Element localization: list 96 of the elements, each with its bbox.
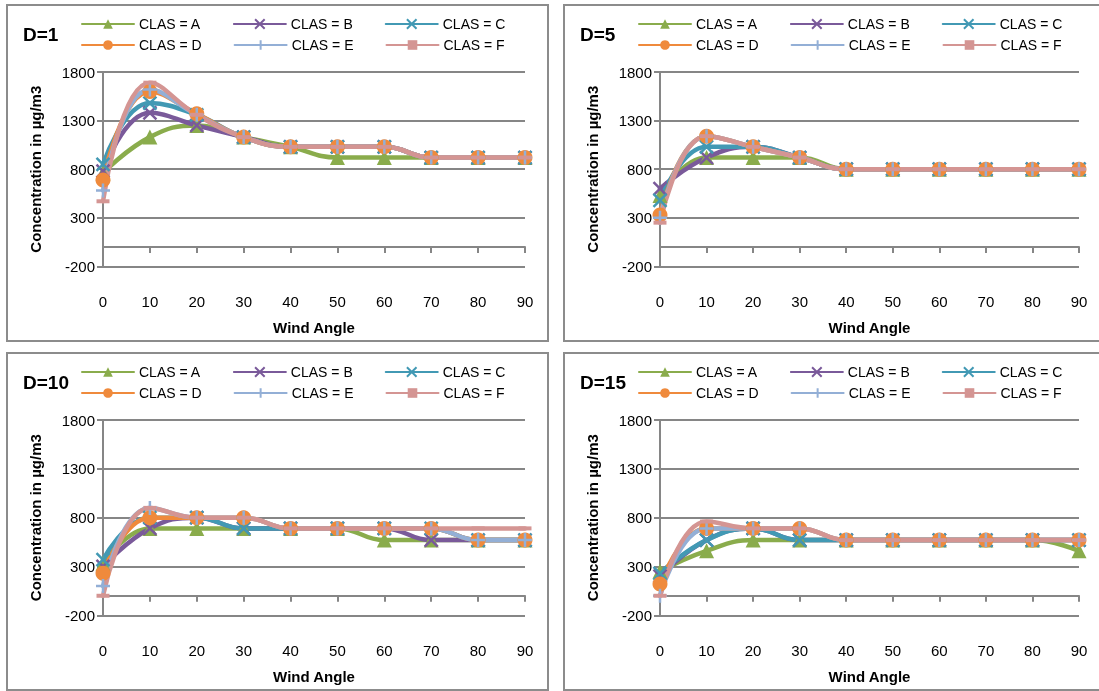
x-tick-label: 90 [516,293,534,310]
y-tick-label: 1300 [618,112,652,130]
x-axis-title: Wind Angle [273,668,355,685]
x-tick-label: 10 [141,642,159,659]
x-axis-title: Wind Angle [273,319,355,336]
y-tick-label: -200 [621,606,652,624]
x-tick-label: 70 [977,642,995,659]
x-tick-label: 40 [282,293,299,310]
legend-label: CLAS = C [442,16,506,32]
y-tick-label: 1800 [618,63,652,81]
y-tick-label: -200 [64,606,95,624]
x-tick-label: 50 [884,642,902,659]
y-tick-label: 800 [626,160,652,178]
y-tick-label: 1800 [618,411,652,429]
y-tick-label: 1800 [61,411,95,429]
legend-label: CLAS = D [139,385,202,401]
y-tick-label: 1300 [61,112,95,130]
x-tick-label: 0 [655,293,665,310]
y-tick-label: 300 [69,209,95,227]
legend-label: CLAS = D [696,385,759,401]
x-tick-label: 80 [1024,642,1041,659]
x-tick-label: 80 [469,642,487,659]
x-tick-label: 10 [141,293,159,310]
y-axis-title: Concentration in µg/m3 [584,434,601,602]
x-tick-label: 70 [422,293,440,310]
legend-label: CLAS = B [290,364,353,380]
x-tick-label: 30 [791,642,809,659]
y-axis-title: Concentration in µg/m3 [27,434,44,602]
legend-label: CLAS = F [443,385,505,401]
legend-label: CLAS = E [291,385,354,401]
chart-title: D=15 [580,372,627,393]
legend-label: CLAS = E [848,385,911,401]
x-tick-label: 70 [422,642,440,659]
legend-label: CLAS = A [696,16,758,32]
legend-label: CLAS = E [848,37,911,53]
x-axis-title: Wind Angle [828,668,911,685]
x-tick-label: 10 [698,293,715,310]
legend-label: CLAS = C [999,364,1063,380]
y-tick-label: -200 [621,257,652,275]
legend-label: CLAS = C [442,364,506,380]
legend-label: CLAS = D [139,37,202,53]
x-tick-label: 70 [977,293,995,310]
y-tick-label: 1800 [61,63,95,81]
x-tick-label: 20 [188,293,206,310]
x-tick-label: 20 [188,642,206,659]
x-tick-label: 40 [282,642,299,659]
x-tick-label: 80 [469,293,487,310]
x-axis-title: Wind Angle [828,319,911,336]
legend-label: CLAS = F [1000,385,1062,401]
y-tick-label: 1300 [61,460,95,478]
legend-label: CLAS = F [443,37,505,53]
x-tick-label: 30 [791,293,809,310]
x-tick-label: 60 [930,293,948,310]
x-tick-label: 40 [837,642,855,659]
legend-label: CLAS = A [696,364,758,380]
x-tick-label: 10 [698,642,715,659]
legend-label: CLAS = E [291,37,354,53]
chart-title: D=10 [23,372,69,393]
x-tick-label: 0 [98,642,108,659]
x-tick-label: 60 [375,642,393,659]
x-tick-label: 30 [235,642,253,659]
x-tick-label: 90 [1070,642,1088,659]
legend-label: CLAS = B [847,16,910,32]
x-tick-label: 50 [329,642,346,659]
legend-label: CLAS = A [139,16,201,32]
x-tick-label: 90 [1070,293,1088,310]
x-tick-label: 50 [884,293,902,310]
x-tick-label: 40 [837,293,855,310]
x-tick-label: 0 [655,642,665,659]
legend-label: CLAS = B [847,364,910,380]
y-tick-label: 300 [626,209,652,227]
y-axis-title: Concentration in µg/m3 [27,85,44,253]
x-tick-label: 0 [98,293,108,310]
chart-title: D=1 [23,24,59,45]
legend-label: CLAS = B [290,16,353,32]
x-tick-label: 60 [930,642,948,659]
y-tick-label: 300 [626,557,652,575]
legend-label: CLAS = F [1000,37,1062,53]
y-tick-label: 800 [626,509,652,527]
y-tick-label: -200 [64,257,95,275]
x-tick-label: 50 [329,293,346,310]
y-tick-label: 1300 [618,460,652,478]
x-tick-label: 80 [1024,293,1041,310]
y-tick-label: 800 [69,509,95,527]
legend-label: CLAS = A [139,364,201,380]
legend-label: CLAS = C [999,16,1063,32]
x-tick-label: 30 [235,293,253,310]
x-tick-label: 20 [744,293,762,310]
y-tick-label: 800 [69,160,95,178]
chart-title: D=5 [580,24,616,45]
y-axis-title: Concentration in µg/m3 [584,85,601,253]
x-tick-label: 90 [516,642,534,659]
x-tick-label: 60 [375,293,393,310]
legend-label: CLAS = D [696,37,759,53]
y-tick-label: 300 [69,557,95,575]
x-tick-label: 20 [744,642,762,659]
